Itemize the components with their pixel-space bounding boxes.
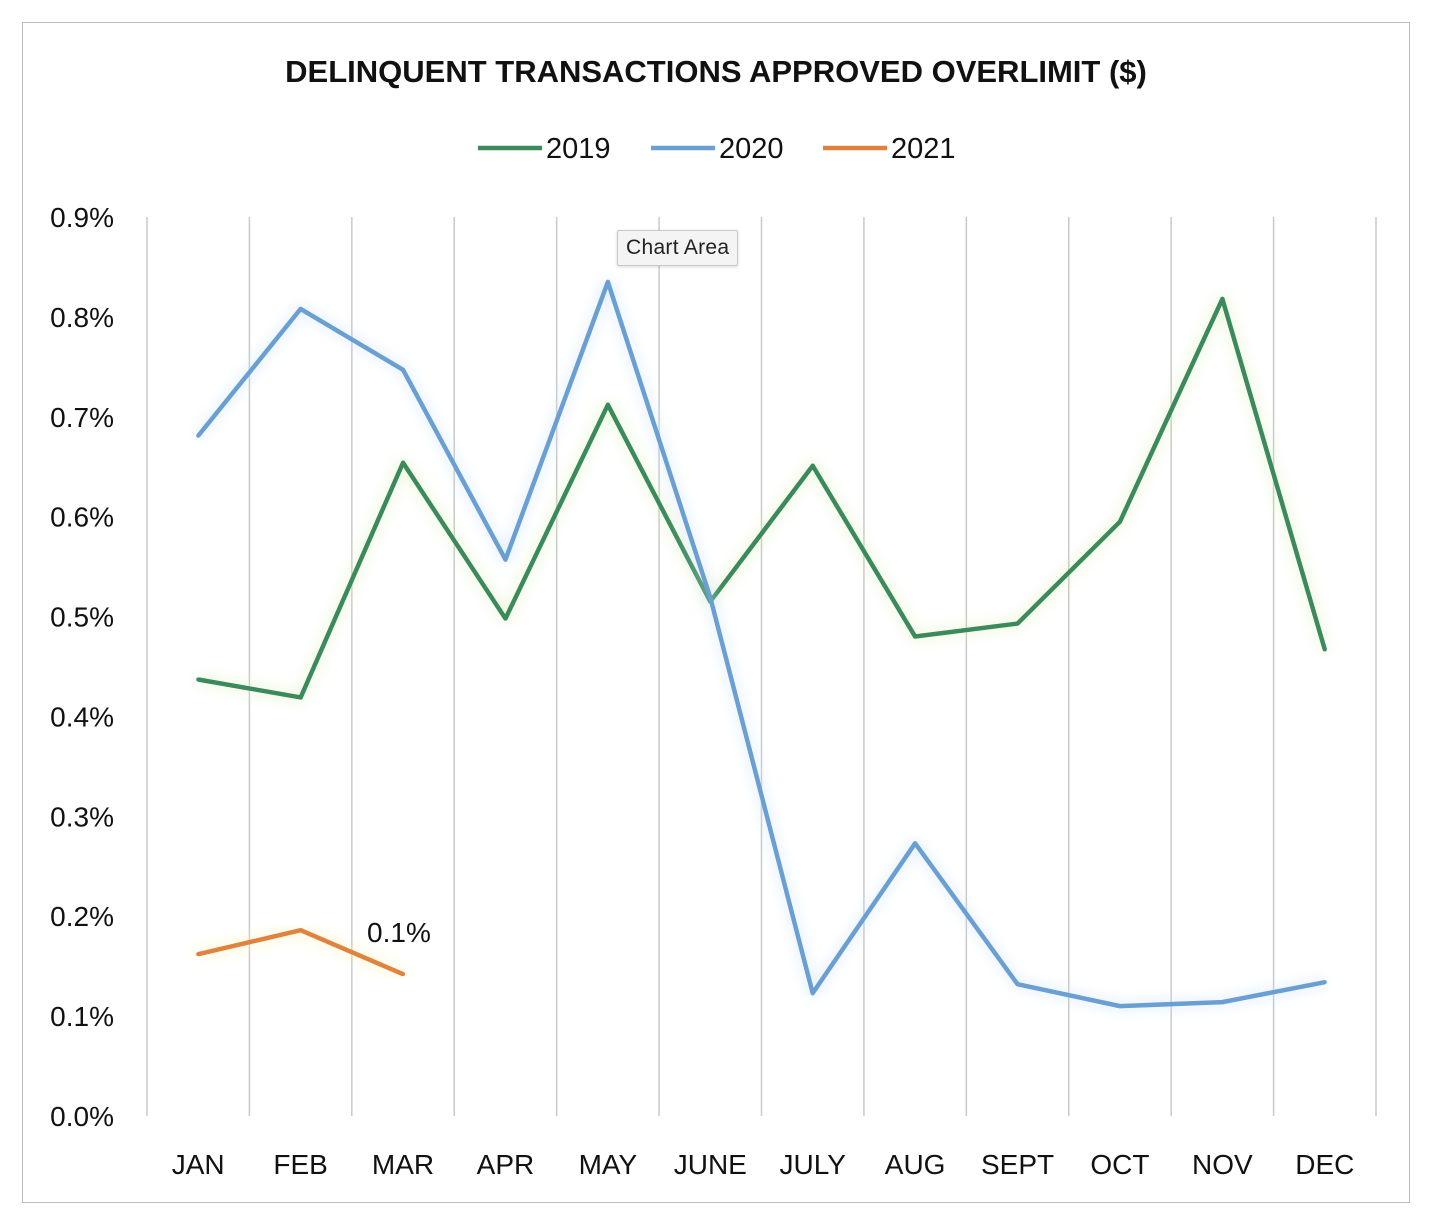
series-line-2019[interactable] xyxy=(197,296,1327,700)
data-point-2021-FEB[interactable] xyxy=(298,928,303,933)
data-point-2019-FEB[interactable] xyxy=(298,695,303,700)
data-point-2020-SEPT[interactable] xyxy=(1015,982,1020,987)
legend-label: 2021 xyxy=(891,133,956,165)
data-point-2019-MAY[interactable] xyxy=(605,402,610,407)
x-tick-label: JUNE xyxy=(674,1149,747,1180)
legend-item-2019[interactable]: 2019 xyxy=(478,133,611,165)
data-point-2020-FEB[interactable] xyxy=(298,306,303,311)
data-point-2020-OCT[interactable] xyxy=(1117,1004,1122,1009)
x-tick-label: NOV xyxy=(1192,1149,1253,1180)
x-tick-label: FEB xyxy=(273,1149,327,1180)
x-tick-label: SEPT xyxy=(981,1149,1054,1180)
x-tick-label: AUG xyxy=(885,1149,946,1180)
x-tick-label: JULY xyxy=(780,1149,847,1180)
data-point-2019-OCT[interactable] xyxy=(1117,519,1122,524)
data-point-2020-DEC[interactable] xyxy=(1322,980,1327,985)
data-point-2020-AUG[interactable] xyxy=(913,841,918,846)
data-point-2019-JULY[interactable] xyxy=(810,463,815,468)
series-lines xyxy=(196,279,1327,1009)
x-axis: JAN FEB MAR APR MAY JUNE JULY AUG SEPT OCT NOV DEC xyxy=(172,1149,1355,1180)
data-point-2019-JAN[interactable] xyxy=(196,677,201,682)
y-tick-label: 0.2% xyxy=(50,901,114,932)
data-point-2020-JUNE[interactable] xyxy=(708,595,713,600)
data-point-2019-SEPT[interactable] xyxy=(1015,621,1020,626)
legend-label: 2019 xyxy=(546,133,611,165)
data-point-2019-APR[interactable] xyxy=(503,616,508,621)
annotations: 0.1% xyxy=(367,917,431,948)
data-point-2020-JULY[interactable] xyxy=(810,991,815,996)
y-tick-label: 0.7% xyxy=(50,402,114,433)
data-point-2020-NOV[interactable] xyxy=(1220,1000,1225,1005)
chart-title: DELINQUENT TRANSACTIONS APPROVED OVERLIM… xyxy=(285,54,1147,89)
data-point-2021-MAR[interactable] xyxy=(401,972,406,977)
data-point-2020-APR[interactable] xyxy=(503,557,508,562)
x-tick-label: DEC xyxy=(1295,1149,1354,1180)
legend-item-2020[interactable]: 2020 xyxy=(651,133,784,165)
data-point-2019-MAR[interactable] xyxy=(401,460,406,465)
y-axis: 0.0% 0.1% 0.2% 0.3% 0.4% 0.5% 0.6% 0.7% 0.8% 0.9% xyxy=(50,202,114,1132)
x-tick-label: APR xyxy=(477,1149,535,1180)
x-tick-label: MAR xyxy=(372,1149,434,1180)
y-tick-label: 0.5% xyxy=(50,602,114,633)
y-tick-label: 0.9% xyxy=(50,202,114,233)
x-tick-label: MAY xyxy=(579,1149,638,1180)
y-tick-label: 0.6% xyxy=(50,502,114,533)
chart-frame[interactable] xyxy=(22,22,1410,1203)
data-label: 0.1% xyxy=(367,917,431,948)
y-tick-label: 0.3% xyxy=(50,801,114,832)
legend-item-2021[interactable]: 2021 xyxy=(823,133,956,165)
legend-label: 2020 xyxy=(719,133,784,165)
chart-area-tooltip: Chart Area xyxy=(617,230,739,266)
y-tick-label: 0.4% xyxy=(50,701,114,732)
gridlines xyxy=(146,217,1377,1116)
y-tick-label: 0.8% xyxy=(50,302,114,333)
data-point-2019-DEC[interactable] xyxy=(1322,647,1327,652)
data-point-2020-MAY[interactable] xyxy=(605,279,610,284)
x-tick-label: OCT xyxy=(1090,1149,1149,1180)
y-tick-label: 0.1% xyxy=(50,1001,114,1032)
series-line-2020[interactable] xyxy=(196,279,1326,1009)
data-point-2020-MAR[interactable] xyxy=(401,367,406,372)
data-point-2019-AUG[interactable] xyxy=(913,634,918,639)
data-point-2020-JAN[interactable] xyxy=(196,433,201,438)
x-tick-label: JAN xyxy=(172,1149,225,1180)
y-tick-label: 0.0% xyxy=(50,1101,114,1132)
data-point-2019-NOV[interactable] xyxy=(1220,296,1225,301)
legend: 2019 2020 2021 xyxy=(478,133,956,165)
data-point-2021-JAN[interactable] xyxy=(196,952,201,957)
